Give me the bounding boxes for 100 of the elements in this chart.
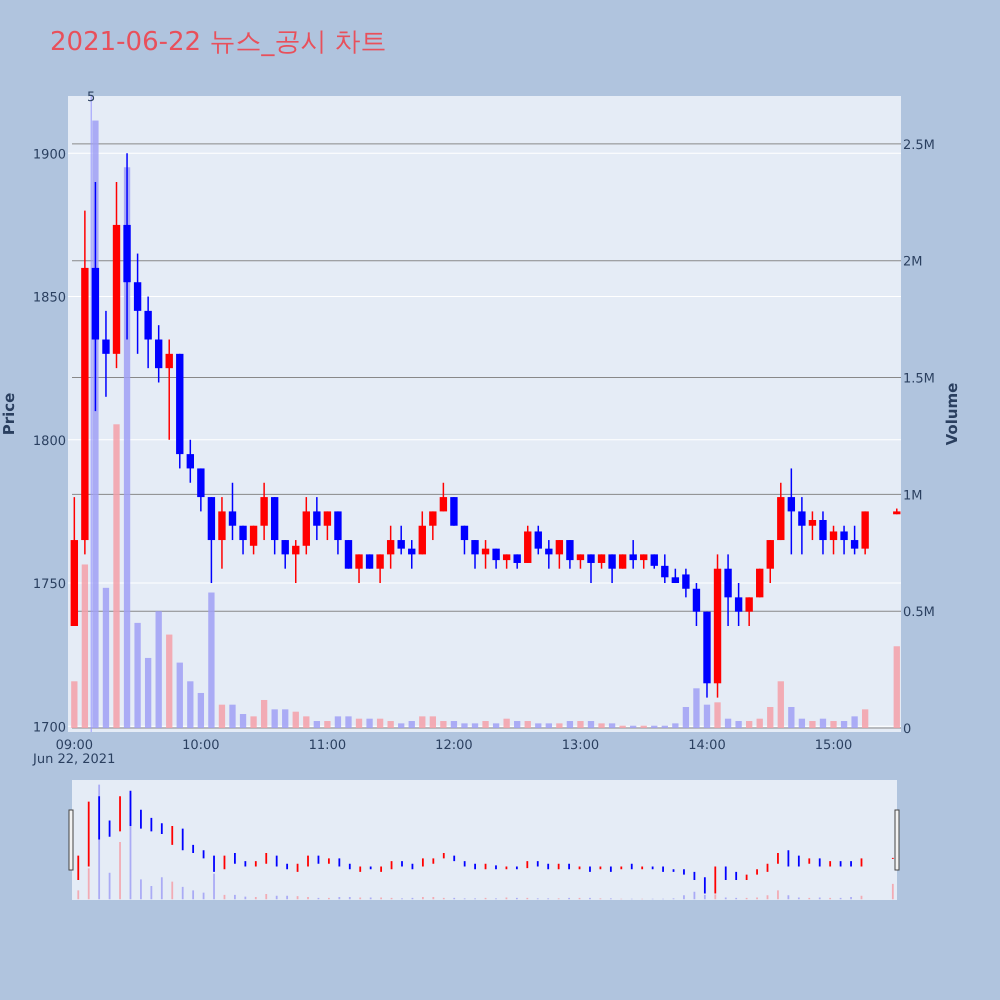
y-axis-title: Price bbox=[0, 392, 18, 436]
bar bbox=[398, 723, 404, 728]
x-tick-label: 10:00 bbox=[182, 738, 220, 753]
bar bbox=[303, 716, 310, 728]
candlestick bbox=[840, 524, 848, 556]
y2-tick-label: 2.5M bbox=[903, 138, 935, 153]
chart-title: 2021-06-22 뉴스_공시 차트 bbox=[50, 27, 387, 57]
y-tick-label: 1750 bbox=[32, 577, 66, 592]
bar bbox=[788, 707, 795, 728]
candlestick bbox=[692, 582, 700, 627]
bar bbox=[651, 726, 658, 728]
bar bbox=[482, 721, 489, 728]
y2-tick-label: 2M bbox=[903, 254, 922, 270]
bar bbox=[408, 721, 415, 728]
bar bbox=[430, 716, 436, 728]
candlestick bbox=[492, 548, 500, 570]
bar bbox=[724, 718, 732, 728]
x-tick-label: 09:00 bbox=[56, 738, 94, 753]
x-tick-label: 15:00 bbox=[814, 738, 852, 753]
candlestick bbox=[502, 554, 510, 570]
candlestick bbox=[808, 510, 816, 541]
bar bbox=[704, 704, 710, 728]
bar bbox=[208, 592, 215, 728]
bar bbox=[366, 718, 373, 728]
bar bbox=[82, 564, 88, 728]
bar bbox=[292, 712, 299, 728]
candlestick bbox=[355, 554, 363, 584]
bar bbox=[662, 726, 668, 728]
candlestick bbox=[650, 554, 658, 570]
bar bbox=[514, 721, 520, 728]
bar bbox=[535, 723, 542, 728]
candlestick bbox=[587, 554, 595, 584]
candlestick bbox=[745, 596, 753, 627]
candlestick bbox=[250, 524, 258, 556]
bar bbox=[113, 424, 120, 728]
candlestick bbox=[545, 539, 553, 570]
bar bbox=[556, 723, 563, 728]
candlestick bbox=[282, 539, 289, 570]
ref-line-label: 5 bbox=[87, 90, 96, 105]
bar bbox=[714, 702, 721, 728]
y-tick-label: 1800 bbox=[32, 434, 66, 449]
candlestick bbox=[440, 482, 448, 512]
bar bbox=[166, 634, 172, 728]
bar bbox=[282, 709, 288, 728]
y2-tick-label: 1M bbox=[903, 488, 922, 504]
bar bbox=[492, 723, 500, 728]
bar bbox=[840, 721, 848, 728]
bar bbox=[693, 688, 700, 728]
candlestick bbox=[850, 524, 858, 556]
bar bbox=[862, 709, 868, 728]
bar bbox=[240, 714, 246, 728]
x-tick-label: 13:00 bbox=[562, 738, 600, 753]
candlestick bbox=[313, 496, 321, 541]
candlestick bbox=[640, 554, 648, 570]
y2-axis-title: Volume bbox=[943, 382, 961, 446]
candlestick bbox=[292, 539, 300, 584]
bar bbox=[577, 721, 584, 728]
bar bbox=[682, 707, 690, 728]
candlestick bbox=[534, 524, 542, 556]
bar bbox=[820, 718, 826, 728]
bar bbox=[187, 681, 194, 728]
y2-tick-label: 0.5M bbox=[903, 605, 935, 620]
bar bbox=[419, 716, 426, 728]
bar bbox=[376, 718, 384, 728]
candlestick bbox=[376, 554, 384, 584]
bar bbox=[324, 721, 331, 728]
bar bbox=[566, 721, 574, 728]
candlestick bbox=[102, 310, 110, 398]
x-tick-label: 14:00 bbox=[688, 738, 726, 753]
candlestick bbox=[386, 524, 394, 570]
bar bbox=[156, 611, 162, 728]
bar bbox=[356, 718, 362, 728]
bar bbox=[229, 704, 236, 728]
x-tick-label: 11:00 bbox=[308, 738, 346, 753]
bar bbox=[851, 716, 858, 728]
candlestick bbox=[830, 524, 838, 556]
bar bbox=[746, 721, 752, 728]
candlestick bbox=[629, 539, 637, 570]
candlestick bbox=[598, 554, 606, 570]
bar bbox=[461, 723, 468, 728]
bar bbox=[71, 681, 78, 728]
candlestick bbox=[408, 539, 416, 570]
bar bbox=[735, 721, 742, 728]
candlestick bbox=[819, 510, 827, 556]
candlestick bbox=[788, 468, 796, 556]
bar bbox=[894, 646, 900, 728]
bar bbox=[250, 716, 257, 728]
candlestick bbox=[682, 568, 690, 598]
candlestick bbox=[576, 554, 584, 570]
bar bbox=[503, 718, 510, 728]
bar bbox=[608, 723, 616, 728]
y2-tick-label: 0 bbox=[903, 722, 912, 738]
bar bbox=[830, 721, 837, 728]
candlestick bbox=[566, 539, 574, 570]
bar bbox=[524, 721, 531, 728]
candlestick bbox=[798, 496, 806, 556]
bar bbox=[588, 721, 594, 728]
bar bbox=[450, 721, 458, 728]
bar bbox=[102, 588, 110, 728]
bar bbox=[778, 681, 784, 728]
